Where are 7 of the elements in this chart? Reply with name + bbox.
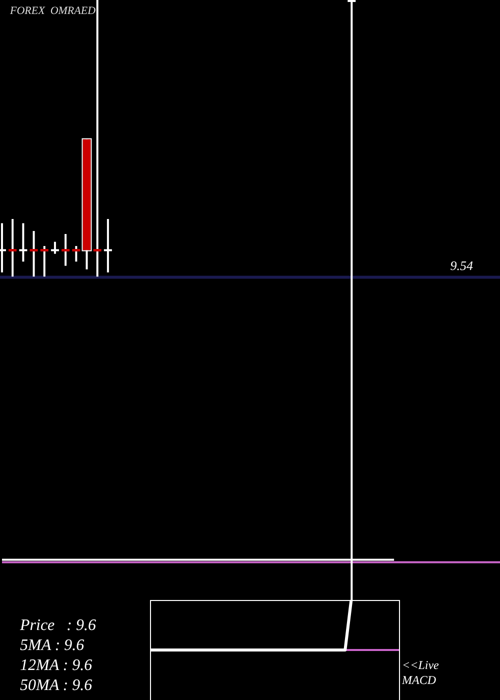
chart-title: FOREX OMRAED <box>9 5 96 17</box>
text: 50MA : 9.6 <box>20 677 92 694</box>
text: Price : 9.6 <box>19 617 96 634</box>
text: 5MA : 9.6 <box>20 637 84 654</box>
annotation: 9.54 <box>450 258 474 274</box>
text: 12MA : 9.6 <box>20 657 92 674</box>
text: <<Live MACD <box>401 658 440 687</box>
